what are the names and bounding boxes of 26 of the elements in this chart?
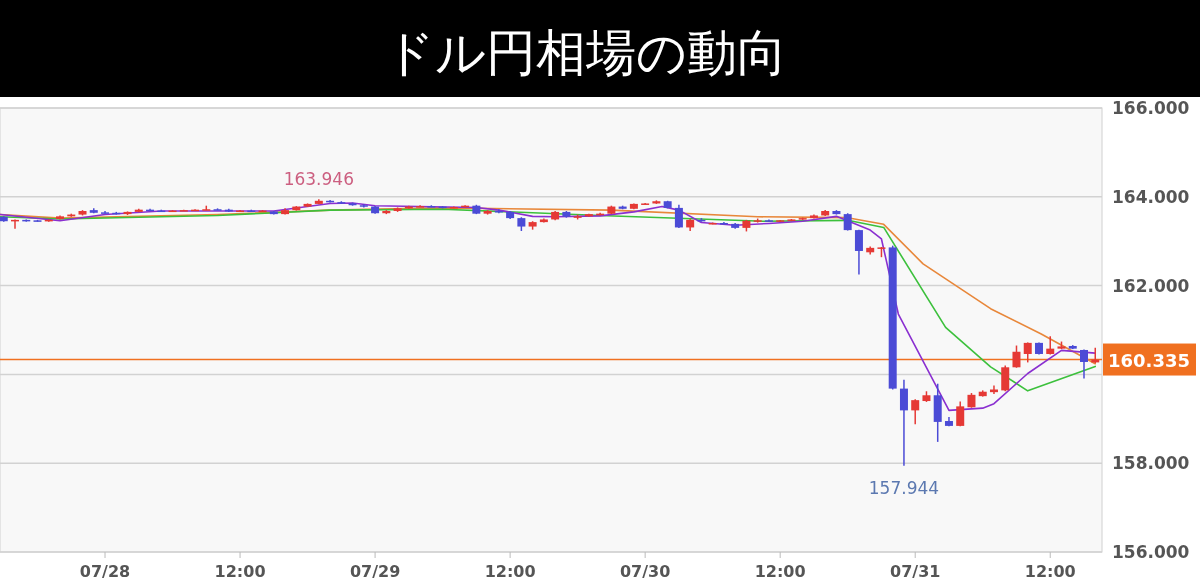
x-tick-label: 07/31 (890, 562, 941, 581)
x-tick-label: 12:00 (484, 562, 536, 581)
chart-title: ドル円相場の動向 (383, 24, 787, 82)
y-tick-label: 166.000 (1112, 98, 1190, 118)
y-tick-label: 158.000 (1112, 453, 1190, 474)
candlestick (911, 398, 920, 425)
x-tick-label: 12:00 (754, 562, 806, 581)
y-tick-label: 164.000 (1112, 186, 1190, 207)
y-tick-label: 156.000 (1112, 542, 1190, 562)
candlestick (899, 378, 908, 467)
y-tick-label: 162.000 (1112, 275, 1190, 296)
candlestick (1001, 364, 1010, 393)
x-tick-label: 07/28 (79, 562, 131, 581)
candlestick (1012, 344, 1021, 369)
candlestick (854, 228, 863, 276)
x-tick-label: 07/29 (349, 562, 401, 581)
x-tick-label: 12:00 (214, 562, 266, 581)
ref-line-label: 160.335 (1108, 349, 1190, 371)
annotation: 163.946 (283, 169, 354, 190)
annotation: 157.944 (868, 477, 940, 498)
candlestick (1080, 348, 1088, 380)
candlestick (956, 400, 965, 428)
candlestick (1023, 341, 1032, 364)
x-tick-label: 07/30 (619, 562, 671, 581)
x-tick-label: 12:00 (1024, 562, 1076, 581)
candlestick (674, 204, 683, 229)
